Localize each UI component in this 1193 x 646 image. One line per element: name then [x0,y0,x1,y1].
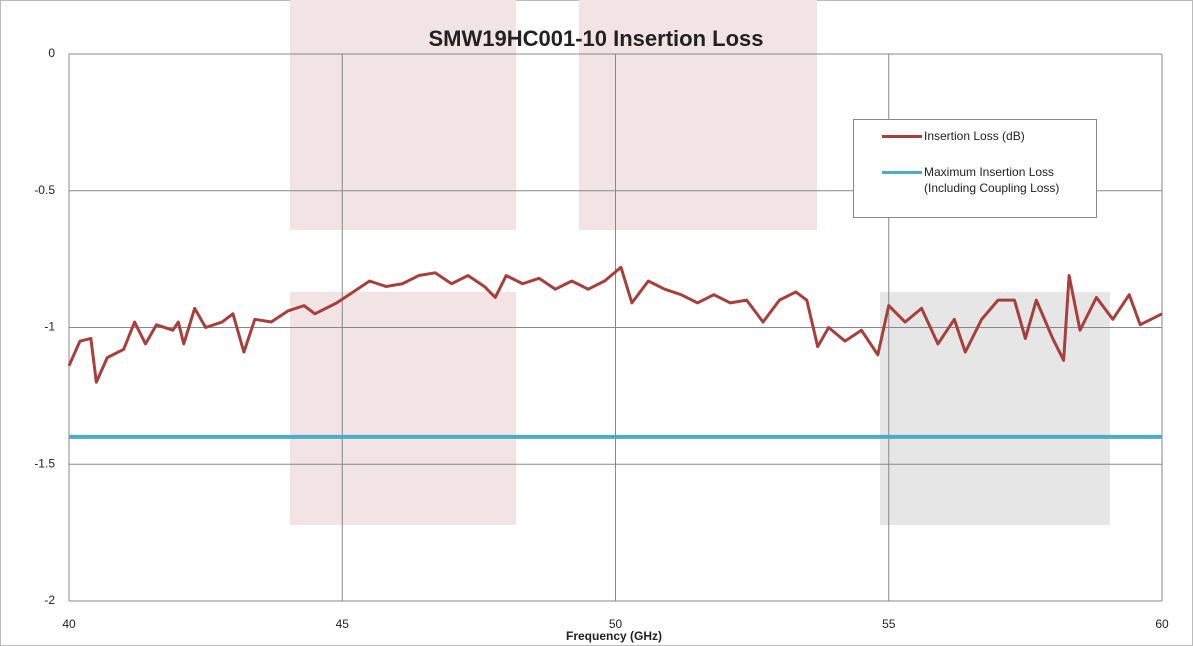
x-axis-label: Frequency (GHz) [566,629,662,643]
x-tick-label: 60 [1155,617,1169,631]
series-line [67,265,1163,384]
chart-title: SMW19HC001-10 Insertion Loss [429,26,764,51]
watermark [290,0,516,230]
watermark [579,0,817,230]
y-tick-label: -0.5 [34,183,55,197]
watermark [290,292,516,525]
x-tick-label: 40 [62,617,76,631]
x-tick-label: 55 [882,617,896,631]
legend-swatch [882,135,922,138]
legend: Insertion Loss (dB) Maximum Insertion Los… [853,119,1097,218]
x-tick-label: 45 [336,617,350,631]
watermark [880,292,1110,525]
x-tick-label: 50 [609,617,623,631]
y-tick-label: 0 [48,46,55,60]
legend-swatch [882,171,922,174]
y-tick-label: -2 [44,593,55,607]
legend-item: Maximum Insertion Loss (Including Coupli… [882,164,1084,196]
legend-label: Maximum Insertion Loss (Including Coupli… [924,165,1060,195]
y-tick-label: -1.5 [34,456,55,470]
legend-label: Insertion Loss (dB) [924,129,1025,143]
legend-item: Insertion Loss (dB) [882,128,1084,144]
y-tick-label: -1 [44,320,55,334]
